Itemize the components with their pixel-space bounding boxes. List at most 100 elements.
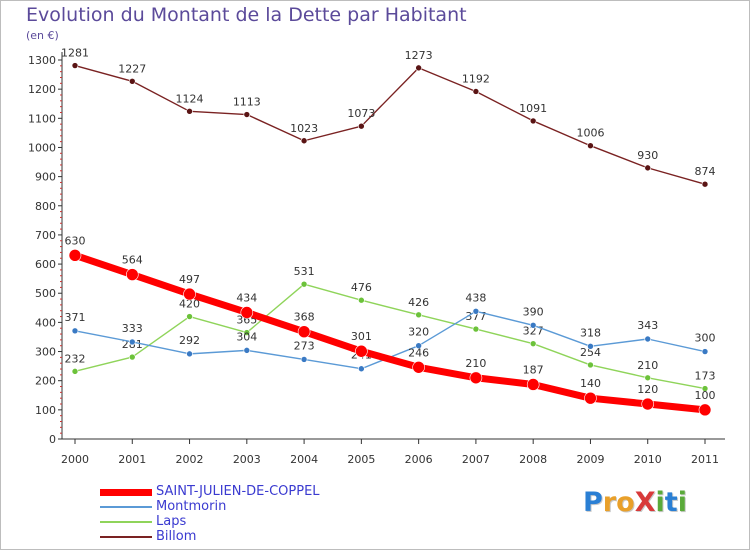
data-point [415,64,422,72]
data-label: 434 [236,291,257,304]
data-point [243,347,251,354]
logo-letter: X [634,487,656,518]
series-line-saint-julien-de-coppel [71,251,709,414]
x-tick-label: 2000 [61,453,89,466]
data-point [412,360,425,374]
logo-letter: i [655,487,665,518]
chart-subtitle: (en €) [26,29,59,42]
data-label: 476 [351,281,372,294]
x-tick-label: 2001 [118,453,146,466]
data-point [71,327,79,335]
y-tick-label: 0 [49,433,56,446]
data-label: 438 [465,291,486,304]
data-point [587,342,594,350]
y-tick-label: 800 [35,200,56,213]
legend-swatch [100,536,152,538]
data-point [584,391,597,405]
data-point [71,62,79,69]
y-tick-label: 100 [35,404,56,417]
data-label: 1124 [176,92,204,105]
data-label: 343 [637,319,658,332]
data-point [300,137,308,145]
legend-item: Billom [100,529,400,545]
legend-item: Montmorin [100,499,400,515]
logo-letter: o [616,487,635,518]
data-point [186,313,193,320]
data-label: 120 [637,383,658,396]
data-point [358,296,365,304]
data-point [297,325,311,339]
data-point [68,249,82,262]
data-point [128,338,136,346]
x-tick-label: 2003 [233,453,261,466]
data-label: 420 [179,298,200,311]
data-label: 1192 [462,72,490,85]
legend-label: Laps [156,514,187,529]
data-label: 246 [408,346,429,359]
data-label: 292 [179,334,200,347]
data-point [587,142,594,150]
data-point [243,111,251,118]
data-label: 531 [294,265,315,278]
legend-swatch [100,506,152,508]
data-point [701,180,709,188]
legend-label: SAINT-JULIEN-DE-COPPEL [156,484,320,499]
data-point [644,164,652,172]
data-label: 630 [65,234,86,247]
data-label: 930 [637,149,658,162]
data-point [300,356,308,363]
data-label: 564 [122,254,143,267]
data-label: 140 [580,377,601,390]
data-point [644,335,652,343]
x-tick-label: 2002 [176,453,204,466]
data-label: 874 [695,165,716,178]
data-label: 173 [695,370,716,383]
data-point [641,397,655,411]
data-point [128,77,136,85]
data-point [186,108,193,115]
data-point [415,342,422,350]
legend-label: Montmorin [156,499,227,514]
data-point [472,325,480,333]
y-tick-label: 500 [35,287,56,300]
data-point [701,348,709,355]
x-tick-label: 2008 [519,453,547,466]
legend-item: SAINT-JULIEN-DE-COPPEL [100,484,400,500]
y-tick-label: 1200 [28,83,56,96]
data-label: 1091 [519,102,547,115]
data-label: 254 [580,346,601,359]
data-label: 1006 [576,127,604,140]
data-point [529,117,537,125]
y-tick-label: 1100 [28,112,56,125]
chart-title: Evolution du Montant de la Dette par Hab… [26,4,467,26]
data-label: 318 [580,326,601,339]
logo-letter: P [583,487,603,518]
x-tick-label: 2005 [347,453,375,466]
data-label: 497 [179,273,200,286]
data-point [644,374,652,382]
y-tick-label: 300 [35,346,56,359]
y-tick-label: 700 [35,229,56,242]
data-point [355,344,368,358]
data-label: 1273 [405,49,433,62]
data-label: 301 [351,330,372,343]
series-billom: 1281 1227 1124 1113 1023 1073 1273 1192 1091 1006… [61,47,716,188]
proxiti-logo: ProXiti [583,487,687,518]
data-point [698,403,712,417]
data-point [529,340,537,347]
y-tick-label: 900 [35,171,56,184]
legend-swatch [100,521,152,523]
data-point [240,306,254,319]
series-saint-julien-de-coppel: 630 564 497 434 368 301 246 210 187 140 120 100 [65,234,716,417]
data-label: 390 [523,305,544,318]
data-point [469,371,483,385]
data-label: 1113 [233,96,261,109]
y-tick-label: 200 [35,375,56,388]
data-label: 320 [408,326,429,339]
x-tick-label: 2010 [634,453,662,466]
data-point [183,287,196,301]
data-point [186,350,193,358]
y-tick-label: 400 [35,316,56,329]
logo-letter: t [664,487,678,518]
data-point [701,385,709,392]
